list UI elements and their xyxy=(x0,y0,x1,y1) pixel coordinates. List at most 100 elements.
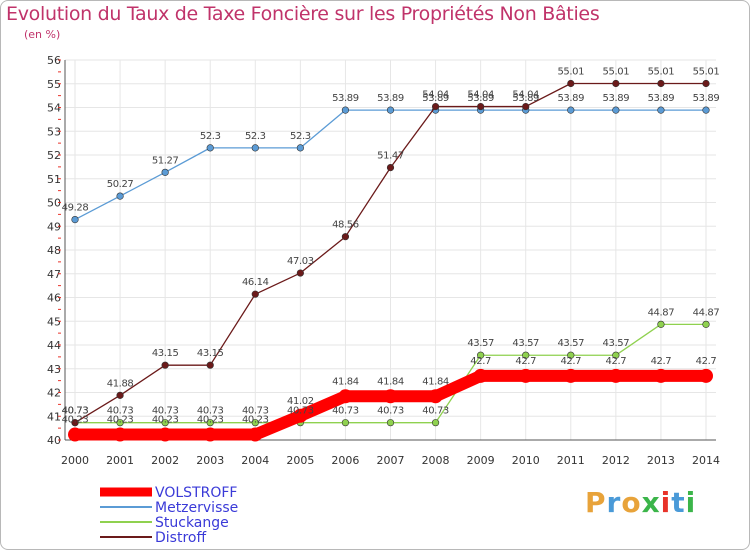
point-stuckange xyxy=(251,419,259,427)
logo-letter: o xyxy=(621,486,642,519)
y-tick-label: 40 xyxy=(47,434,61,447)
y-tick-label: 44 xyxy=(47,339,61,352)
x-tick-label: 2005 xyxy=(286,454,314,467)
point-volstroff xyxy=(338,389,353,404)
point-distroff xyxy=(702,79,710,88)
legend-label-distroff: Distroff xyxy=(155,530,206,546)
data-label-distroff: 43.15 xyxy=(197,348,224,359)
point-stuckange xyxy=(161,419,169,427)
point-stuckange xyxy=(702,320,710,328)
data-label-metzervisse: 53.89 xyxy=(467,93,494,104)
logo-letter: r xyxy=(606,486,622,519)
data-label-volstroff: 41.02 xyxy=(287,396,314,407)
y-tick-label: 41 xyxy=(47,410,61,423)
point-distroff xyxy=(116,391,124,399)
data-label-distroff: 55.01 xyxy=(603,67,630,78)
point-distroff xyxy=(296,269,304,277)
data-label-volstroff: 42.7 xyxy=(515,356,536,367)
chart-title: Evolution du Taux de Taxe Foncière sur l… xyxy=(6,3,600,25)
point-volstroff xyxy=(563,368,578,383)
point-volstroff xyxy=(293,408,308,423)
data-label-volstroff: 42.7 xyxy=(470,356,491,367)
data-label-stuckange: 44.87 xyxy=(648,307,675,318)
x-tick-label: 2002 xyxy=(151,454,179,467)
y-tick-label: 50 xyxy=(47,197,61,210)
y-tick-label: 42 xyxy=(47,387,61,400)
data-label-stuckange: 40.73 xyxy=(422,406,449,417)
data-label-volstroff: 41.84 xyxy=(332,376,359,387)
data-label-stuckange: 43.57 xyxy=(512,338,539,349)
point-volstroff xyxy=(383,389,398,404)
x-tick-label: 2014 xyxy=(692,454,720,467)
y-tick-label: 49 xyxy=(47,220,61,233)
data-label-metzervisse: 53.89 xyxy=(377,93,404,104)
data-label-distroff: 51.47 xyxy=(377,151,404,162)
data-label-stuckange: 40.73 xyxy=(197,406,224,417)
data-label-metzervisse: 52.3 xyxy=(245,131,266,142)
data-label-distroff: 54.04 xyxy=(512,90,539,101)
point-metzervisse xyxy=(206,144,214,152)
data-label-distroff: 55.01 xyxy=(648,67,675,78)
y-tick-label: 48 xyxy=(47,244,61,257)
x-tick-label: 2011 xyxy=(557,454,585,467)
x-tick-label: 2003 xyxy=(196,454,224,467)
point-volstroff xyxy=(428,389,443,404)
data-label-volstroff: 42.7 xyxy=(651,356,672,367)
point-stuckange xyxy=(206,419,214,427)
point-metzervisse xyxy=(251,144,259,152)
y-tick-label: 56 xyxy=(47,54,61,67)
point-metzervisse xyxy=(341,106,350,114)
data-label-volstroff: 42.7 xyxy=(606,356,627,367)
point-stuckange xyxy=(657,320,665,328)
data-label-volstroff: 42.7 xyxy=(696,356,717,367)
point-volstroff xyxy=(203,427,218,442)
point-distroff xyxy=(612,79,620,88)
data-label-stuckange: 40.73 xyxy=(107,406,134,417)
y-tick-label: 45 xyxy=(47,315,61,328)
point-metzervisse xyxy=(702,106,710,114)
data-label-stuckange: 43.57 xyxy=(603,338,630,349)
x-tick-label: 2007 xyxy=(377,454,405,467)
point-metzervisse xyxy=(386,106,395,114)
y-tick-label: 55 xyxy=(47,78,61,91)
data-label-volstroff: 41.84 xyxy=(377,376,404,387)
x-tick-label: 2001 xyxy=(106,454,134,467)
point-distroff xyxy=(657,79,665,88)
data-label-distroff: 41.88 xyxy=(107,378,134,389)
data-label-distroff: 54.04 xyxy=(467,90,494,101)
legend-label-stuckange: Stuckange xyxy=(155,515,229,531)
x-tick-label: 2012 xyxy=(602,454,630,467)
y-tick-label: 47 xyxy=(47,268,61,281)
data-label-metzervisse: 52.3 xyxy=(290,131,311,142)
data-label-stuckange: 40.73 xyxy=(377,406,404,417)
data-label-metzervisse: 53.89 xyxy=(512,93,539,104)
data-label-metzervisse: 53.89 xyxy=(557,93,584,104)
data-label-volstroff: 40.23 xyxy=(242,415,269,426)
data-label-volstroff: 42.7 xyxy=(560,356,581,367)
point-stuckange xyxy=(522,351,530,359)
data-label-metzervisse: 53.89 xyxy=(693,93,720,104)
logo-letter: i xyxy=(685,486,697,519)
x-tick-label: 2013 xyxy=(647,454,675,467)
point-distroff xyxy=(522,102,530,111)
logo-letter: t xyxy=(671,486,686,519)
y-tick-label: 52 xyxy=(47,149,61,162)
data-label-metzervisse: 52.3 xyxy=(200,131,221,142)
logo-letter: i xyxy=(660,486,672,519)
point-distroff xyxy=(431,102,440,111)
point-distroff xyxy=(206,361,214,369)
data-label-stuckange: 40.73 xyxy=(152,406,179,417)
point-distroff xyxy=(567,79,575,88)
point-stuckange xyxy=(612,351,620,359)
data-label-metzervisse: 51.27 xyxy=(152,155,179,166)
data-label-stuckange: 40.73 xyxy=(242,406,269,417)
point-stuckange xyxy=(341,419,350,427)
point-volstroff xyxy=(248,427,263,442)
data-label-metzervisse: 50.27 xyxy=(107,179,134,190)
data-label-metzervisse: 53.89 xyxy=(603,93,630,104)
data-label-distroff: 47.03 xyxy=(287,256,314,267)
x-tick-label: 2008 xyxy=(422,454,450,467)
data-label-stuckange: 44.87 xyxy=(693,307,720,318)
point-volstroff xyxy=(473,368,488,383)
